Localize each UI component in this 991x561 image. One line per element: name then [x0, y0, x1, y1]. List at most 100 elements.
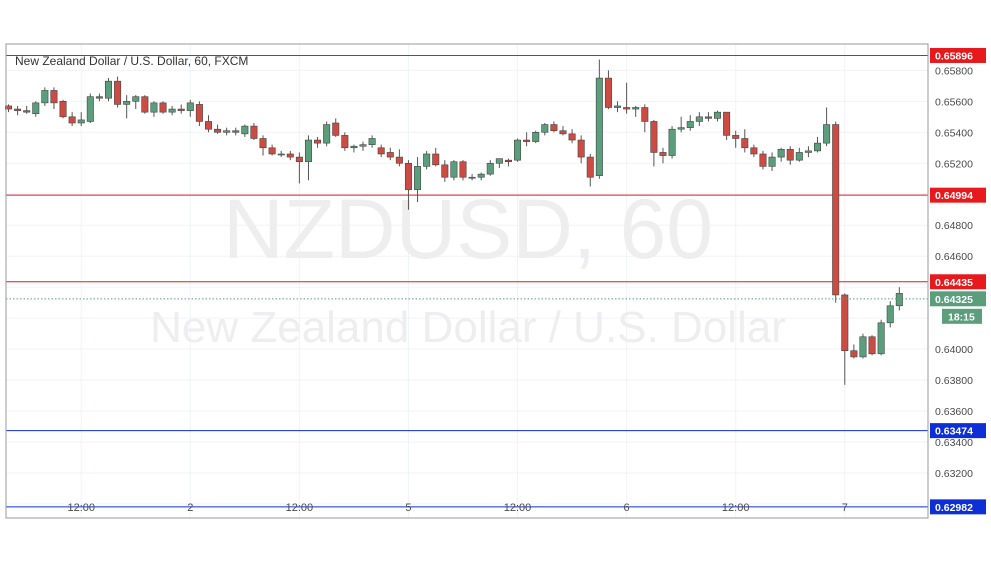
candle: [104, 78, 112, 102]
candle-body-down: [314, 139, 322, 144]
candle-body-down: [568, 133, 576, 141]
candle: [523, 132, 531, 147]
candle-body-down: [604, 77, 612, 108]
candle: [714, 110, 722, 122]
candle-body-up: [359, 144, 367, 147]
candle: [277, 150, 285, 158]
candle: [241, 124, 249, 137]
candle-body-up: [768, 156, 776, 167]
x-tick-label: 5: [405, 502, 411, 514]
candle: [650, 119, 658, 167]
candle-body-up: [804, 150, 812, 153]
candle-body-down: [832, 124, 840, 296]
candle-body-down: [341, 135, 349, 149]
candle: [686, 115, 694, 131]
candle: [750, 144, 758, 158]
level-price-tag: 0.64435: [935, 277, 973, 289]
candle: [59, 99, 67, 119]
candle: [86, 93, 94, 123]
candle: [114, 76, 122, 108]
level-price-tag-bg: [930, 423, 986, 439]
chart-title: New Zealand Dollar / U.S. Dollar, 60, FX…: [15, 54, 248, 68]
candle: [550, 121, 558, 133]
candle-body-up: [714, 111, 722, 119]
candle-body-up: [168, 108, 176, 113]
candle-body-down: [5, 105, 13, 110]
candle-body-up: [532, 131, 540, 142]
candle: [323, 121, 331, 147]
candlestick-series: [5, 59, 903, 385]
candle: [577, 135, 585, 164]
level-price-tag: 0.62982: [935, 502, 973, 514]
candle: [232, 127, 240, 136]
candle-body-down: [841, 294, 849, 352]
candle: [441, 160, 449, 182]
candle: [268, 144, 276, 156]
time-axis[interactable]: 12:00 2 12:00 5 12:00 6 12:00 7: [67, 502, 847, 514]
candle: [659, 147, 667, 164]
candle-body-up: [104, 80, 112, 99]
candle-body-up: [304, 139, 312, 163]
candle-body-up: [677, 127, 685, 130]
candle: [786, 146, 794, 165]
candle: [341, 132, 349, 151]
candle-body-down: [650, 121, 658, 153]
y-tick-label: 0.64000: [935, 344, 973, 356]
y-tick-label: 0.64600: [935, 251, 973, 263]
candle: [877, 319, 885, 356]
x-tick-label: 12:00: [722, 502, 750, 514]
candle: [5, 104, 13, 113]
plot-frame: [5, 43, 929, 519]
candle: [432, 147, 440, 167]
candle: [368, 135, 376, 148]
candle: [132, 95, 140, 110]
countdown-bg: [942, 308, 982, 324]
candle: [732, 130, 740, 148]
candle-body-down: [141, 96, 149, 113]
candle: [350, 144, 358, 153]
candle: [759, 150, 767, 170]
y-tick-label: 0.63800: [935, 375, 973, 387]
candle-body-down: [95, 96, 103, 99]
candle: [777, 147, 785, 162]
candle: [377, 144, 385, 158]
candle: [32, 101, 40, 117]
price-axis[interactable]: 0.65800 0.65600 0.65400 0.65200 0.64800 0.646…: [935, 65, 973, 480]
y-tick-label: 0.64800: [935, 220, 973, 232]
price-tags: 0.65896 0.64994 0.64435 0.63474 0.62982 0.643…: [930, 47, 986, 515]
candle: [723, 111, 731, 141]
level-price-tag-bg: [930, 47, 986, 63]
candle-body-down: [504, 159, 512, 163]
candle-body-down: [550, 124, 558, 132]
candle: [677, 116, 685, 133]
horizontal-levels[interactable]: [6, 54, 928, 508]
candle: [486, 160, 494, 176]
candle: [459, 160, 467, 181]
candle-body-down: [395, 156, 403, 164]
candle: [386, 147, 394, 161]
y-tick-label: 0.65600: [935, 96, 973, 108]
candle-body-up: [668, 128, 676, 156]
candle-body-up: [777, 149, 785, 158]
candle-body-down: [559, 130, 567, 135]
candle-body-up: [150, 102, 158, 113]
watermark-symbol: NZDUSD, 60: [223, 182, 713, 276]
candle-body-down: [250, 125, 258, 139]
candle-body-down: [214, 128, 222, 133]
level-price-tag-bg: [930, 499, 986, 515]
candle: [314, 136, 322, 148]
candle-body-up: [695, 116, 703, 122]
candle-body-down: [759, 153, 767, 167]
candle: [359, 141, 367, 151]
candle: [250, 123, 258, 141]
candle: [604, 70, 612, 110]
candle: [468, 174, 476, 181]
candle-body-up: [41, 90, 49, 104]
candle-body-down: [404, 162, 412, 190]
candle-body-up: [541, 124, 549, 133]
candle: [559, 126, 567, 136]
candle-body-down: [68, 116, 76, 124]
candle-body-up: [123, 101, 131, 105]
candle-body-up: [241, 125, 249, 135]
candle-body-up: [795, 152, 803, 161]
